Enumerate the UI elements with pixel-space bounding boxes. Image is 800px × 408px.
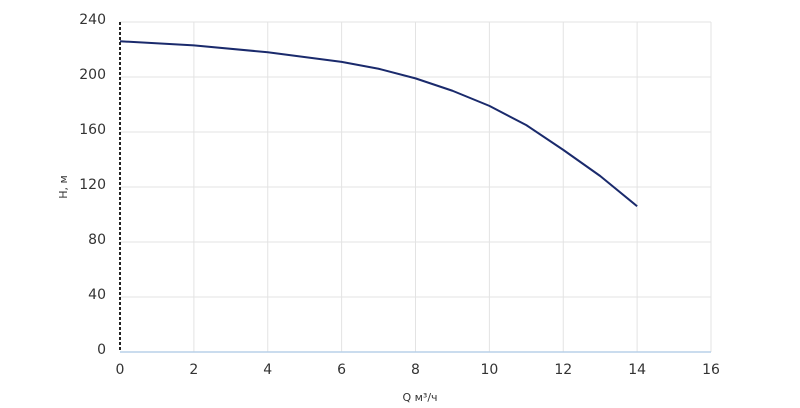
y-tick-label: 200: [79, 67, 106, 83]
y-tick-label: 240: [79, 12, 106, 28]
x-tick-label: 2: [189, 362, 198, 378]
x-tick-label: 6: [337, 362, 346, 378]
x-tick-label: 8: [411, 362, 420, 378]
y-tick-label: 40: [88, 287, 106, 303]
y-tick-label: 120: [79, 177, 106, 193]
x-tick-label: 0: [116, 362, 125, 378]
x-tick-label: 4: [263, 362, 272, 378]
x-tick-label: 12: [554, 362, 572, 378]
x-tick-label: 16: [702, 362, 720, 378]
x-tick-label: 14: [628, 362, 646, 378]
y-tick-label: 0: [97, 342, 106, 358]
y-tick-label: 160: [79, 122, 106, 138]
x-axis-title: Q м³/ч: [402, 391, 437, 404]
x-tick-label: 10: [480, 362, 498, 378]
y-axis-title: H, м: [57, 175, 70, 199]
data-line: [119, 40, 638, 208]
y-tick-label: 80: [88, 232, 106, 248]
